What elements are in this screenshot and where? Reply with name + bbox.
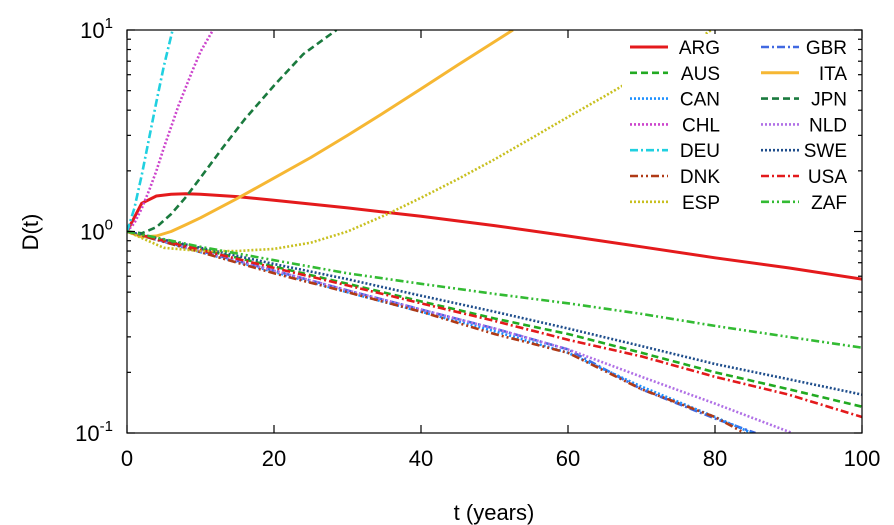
x-tick-label: 80 — [703, 446, 727, 471]
x-axis-title: t (years) — [454, 500, 535, 525]
legend-label-gbr: GBR — [806, 38, 847, 59]
series-line-aus — [127, 230, 862, 408]
series-line-ita — [127, 30, 514, 239]
series-line-nld — [127, 230, 793, 433]
x-tick-label: 20 — [262, 446, 286, 471]
legend-label-arg: ARG — [679, 38, 720, 59]
series-line-jpn — [127, 30, 338, 235]
legend-label-aus: AUS — [681, 64, 720, 85]
legend-label-swe: SWE — [804, 141, 847, 162]
x-tick-label: 40 — [409, 446, 433, 471]
legend-label-usa: USA — [808, 167, 847, 188]
x-tick-label: 60 — [556, 446, 580, 471]
legend-label-dnk: DNK — [680, 167, 720, 188]
y-tick-label: 10-1 — [75, 418, 113, 446]
series-line-deu — [127, 30, 174, 232]
legend-label-can: CAN — [680, 90, 720, 111]
legend-label-nld: NLD — [809, 115, 847, 136]
series-line-swe — [127, 230, 862, 396]
legend-label-deu: DEU — [680, 141, 720, 162]
series-line-gbr — [127, 230, 756, 433]
y-tick-label: 100 — [80, 217, 113, 245]
x-tick-label: 100 — [844, 446, 881, 471]
legend-label-zaf: ZAF — [811, 193, 847, 214]
series-line-dnk — [127, 230, 746, 433]
y-tick-label: 101 — [80, 15, 113, 43]
series-line-zaf — [127, 230, 862, 349]
series-line-chl — [127, 30, 215, 233]
tick-labels-layer: 0 20 40 60 80 100 10-1 100 101 — [75, 15, 880, 471]
legend-box — [622, 34, 854, 220]
legend-label-jpn: JPN — [811, 90, 847, 111]
series-line-arg — [127, 192, 862, 281]
legend-label-ita: ITA — [819, 64, 847, 85]
series-layer — [127, 30, 862, 433]
legend-label-esp: ESP — [682, 193, 720, 214]
series-line-can — [127, 230, 753, 433]
legend: ARG GBR AUS ITA CAN JPN CHL NLD DEU SWE DNK USA ESP Z… — [630, 38, 847, 214]
y-axis-title: D(t) — [18, 214, 43, 251]
ticks-layer — [126, 29, 863, 434]
series-line-esp — [127, 30, 713, 253]
legend-label-chl: CHL — [682, 115, 720, 136]
series-line-usa — [127, 230, 862, 419]
x-tick-label: 0 — [121, 446, 133, 471]
